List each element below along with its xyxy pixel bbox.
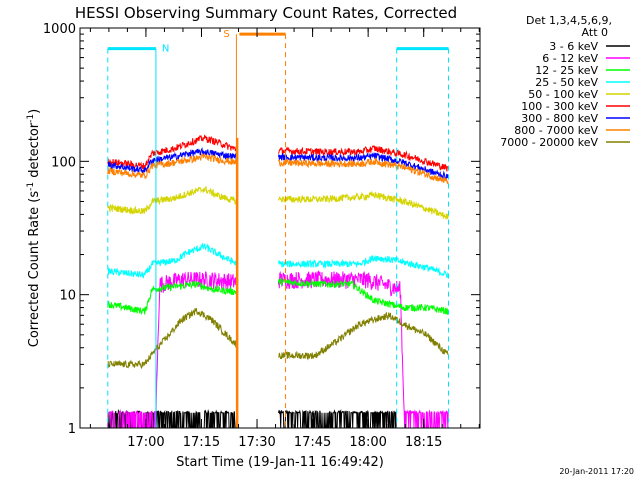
y-axis-label: Corrected Count Rate (s-1 detector-1) (26, 109, 42, 347)
saa-label: S (223, 29, 229, 40)
series-line-7 (107, 152, 449, 185)
legend-label-0: 3 - 6 keV (549, 40, 598, 53)
legend-label-3: 25 - 50 keV (535, 76, 598, 89)
legend-label-1: 6 - 12 keV (542, 52, 598, 65)
series-line-2 (107, 276, 449, 316)
x-axis-label: Start Time (19-Jan-11 16:49:42) (176, 455, 384, 470)
series-line-8 (107, 307, 449, 370)
footer-stamp: 20-Jan-2011 17:20 (559, 467, 634, 476)
x-tick-label-2: 17:30 (238, 435, 275, 450)
legend-header-1: Det 1,3,4,5,6,9, (526, 14, 612, 27)
series-line-4 (107, 185, 449, 220)
legend-label-2: 12 - 25 keV (535, 64, 598, 77)
y-tick-label-1: 10 (59, 289, 76, 304)
x-tick-label-5: 18:15 (405, 435, 442, 450)
y-tick-label-2: 100 (51, 155, 76, 170)
legend-header-2: Att 0 (582, 26, 608, 39)
series-line-6 (107, 146, 449, 182)
plot-frame (79, 27, 481, 429)
legend-label-4: 50 - 100 keV (528, 88, 598, 101)
chart-title: HESSI Observing Summary Count Rates, Cor… (75, 4, 457, 22)
series-line-3 (107, 242, 449, 279)
x-tick-label-0: 17:00 (127, 435, 164, 450)
legend-label-7: 800 - 7000 keV (514, 124, 598, 137)
y-tick-label-3: 1000 (43, 22, 76, 37)
x-tick-label-1: 17:15 (183, 435, 220, 450)
legend-label-5: 100 - 300 keV (521, 100, 598, 113)
x-tick-label-4: 18:00 (349, 435, 386, 450)
legend-label-8: 7000 - 20000 keV (500, 136, 598, 149)
x-tick-label-3: 17:45 (294, 435, 331, 450)
y-tick-label-0: 1 (68, 422, 76, 437)
legend-label-6: 300 - 800 keV (521, 112, 598, 125)
night-label: N (162, 44, 169, 55)
